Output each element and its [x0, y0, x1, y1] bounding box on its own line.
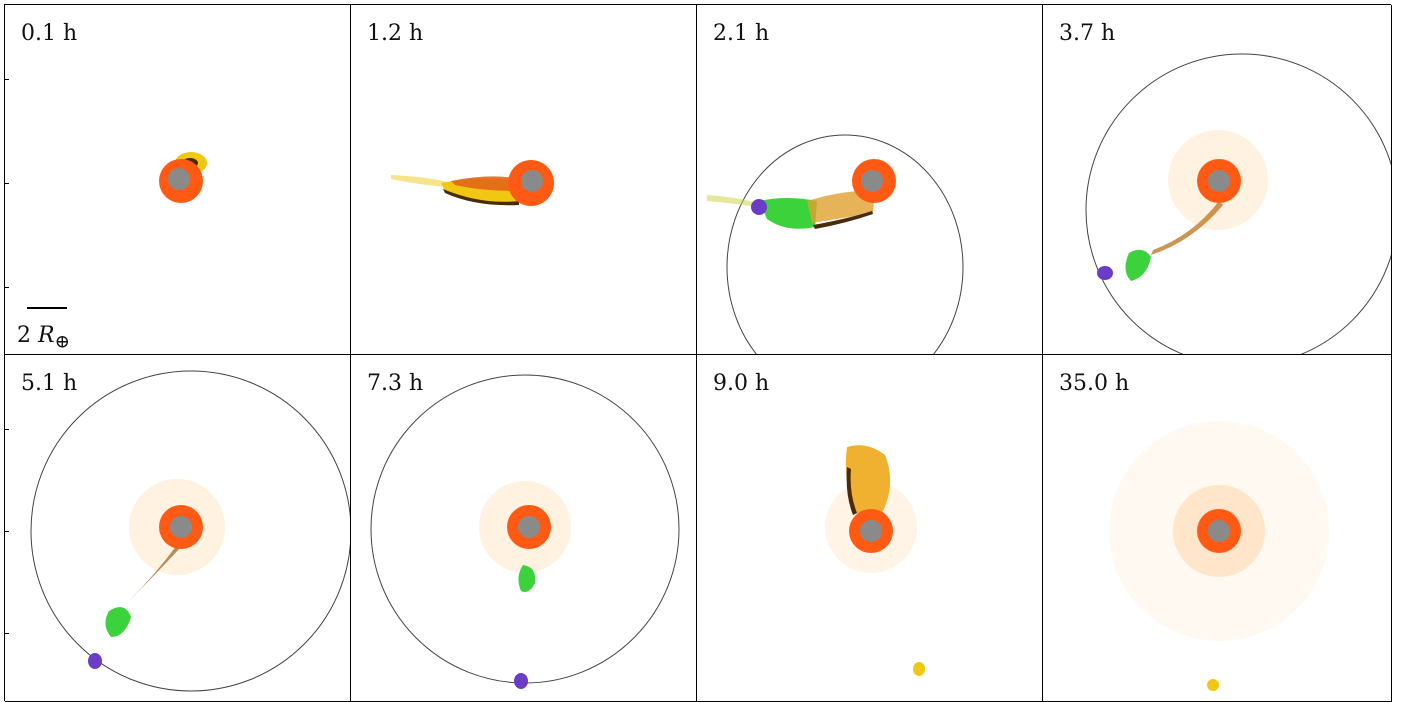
panel-time-label: 0.1 h — [21, 21, 78, 46]
panel-image — [159, 152, 207, 203]
purple-clump — [88, 653, 102, 669]
planet-core — [860, 520, 882, 542]
axis-tick — [5, 287, 9, 288]
debris-tail — [707, 195, 757, 207]
panel-image — [370, 374, 680, 689]
panel-time-label: 3.7 h — [1059, 21, 1116, 46]
panel-time-label: 9.0 h — [713, 371, 770, 396]
orange-stream — [807, 190, 875, 223]
panel-35-0h: 35.0 h — [1043, 355, 1392, 702]
axis-tick — [5, 183, 9, 184]
dark-edge — [813, 211, 873, 229]
panel-0-1h: 0.1 h 2 R⊕ — [5, 5, 351, 355]
planet-core — [1208, 520, 1230, 542]
green-clump — [759, 198, 817, 229]
yellow-clump — [1207, 679, 1219, 691]
planet-core — [861, 170, 883, 192]
simulation-figure: 0.1 h 2 R⊕ 1.2 h 2.1 h — [4, 4, 1392, 702]
impactor-dark-edge — [443, 189, 519, 206]
orbit-ellipse — [30, 370, 350, 692]
panel-image — [707, 134, 964, 354]
panel-time-label: 2.1 h — [713, 21, 770, 46]
panel-image — [1109, 421, 1329, 691]
debris-stream — [1151, 201, 1223, 255]
panel-5-1h: 5.1 h — [5, 355, 351, 702]
panel-image — [1085, 53, 1391, 354]
orbit-ellipse — [1085, 53, 1391, 354]
planet-core — [521, 170, 543, 192]
yellow-clump — [913, 662, 925, 676]
planet-core — [1208, 170, 1230, 192]
green-clump — [105, 607, 131, 637]
scale-bar-label: 2 R⊕ — [17, 323, 70, 353]
planet-core — [170, 516, 192, 538]
planet-core — [168, 168, 190, 190]
panel-7-3h: 7.3 h — [351, 355, 697, 702]
panel-image — [825, 445, 925, 676]
panel-3-7h: 3.7 h — [1043, 5, 1392, 355]
debris-tail — [391, 175, 451, 187]
dark-edge — [846, 467, 857, 515]
purple-clump — [751, 199, 767, 215]
mantle-stream — [451, 176, 521, 191]
panel-2-1h: 2.1 h — [697, 5, 1043, 355]
planet-core — [518, 516, 540, 538]
panel-time-label: 1.2 h — [367, 21, 424, 46]
orbit-ellipse — [726, 134, 964, 354]
panel-9-0h: 9.0 h — [697, 355, 1043, 702]
panel-1-2h: 1.2 h — [351, 5, 697, 355]
axis-tick — [5, 429, 9, 430]
panel-image — [391, 160, 554, 206]
impactor-remnant — [845, 445, 891, 515]
scale-bar — [27, 307, 67, 309]
green-clump — [1125, 249, 1151, 281]
purple-clump — [514, 673, 528, 689]
axis-tick — [5, 531, 9, 532]
axis-tick — [5, 633, 9, 634]
panel-time-label: 7.3 h — [367, 371, 424, 396]
panel-image — [30, 370, 350, 692]
panel-time-label: 5.1 h — [21, 371, 78, 396]
debris-stream — [121, 545, 181, 609]
green-clump — [518, 565, 536, 592]
axis-tick — [5, 79, 9, 80]
purple-clump — [1097, 266, 1113, 280]
panel-time-label: 35.0 h — [1059, 371, 1130, 396]
